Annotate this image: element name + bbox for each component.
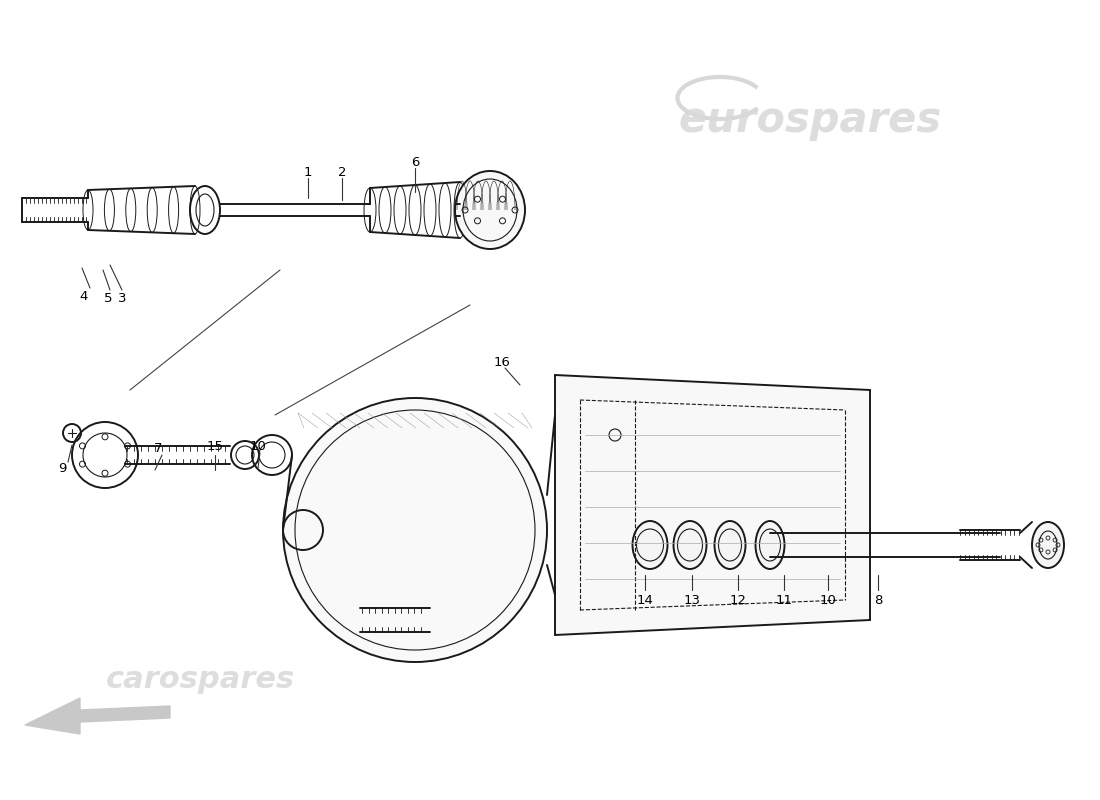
Text: 12: 12 [729,594,747,606]
Text: 3: 3 [118,291,127,305]
Text: 11: 11 [776,594,792,606]
Ellipse shape [715,521,746,569]
Text: 16: 16 [494,355,510,369]
Circle shape [283,398,547,662]
Text: 6: 6 [410,155,419,169]
Text: eurospares: eurospares [679,99,942,141]
Text: 2: 2 [338,166,346,178]
Text: 9: 9 [58,462,66,474]
Text: 13: 13 [683,594,701,606]
Ellipse shape [632,521,668,569]
Text: 1: 1 [304,166,312,178]
Ellipse shape [1032,522,1064,568]
Text: 10: 10 [250,441,266,454]
Text: 5: 5 [103,291,112,305]
Text: 14: 14 [637,594,653,606]
Polygon shape [556,375,870,635]
Ellipse shape [455,171,525,249]
Text: 15: 15 [207,441,223,454]
Ellipse shape [756,521,784,569]
Ellipse shape [673,521,706,569]
Polygon shape [25,698,171,734]
Text: 10: 10 [820,594,836,606]
Text: 7: 7 [154,442,163,454]
Text: carospares: carospares [106,666,295,694]
Text: 4: 4 [80,290,88,302]
Text: 8: 8 [873,594,882,606]
